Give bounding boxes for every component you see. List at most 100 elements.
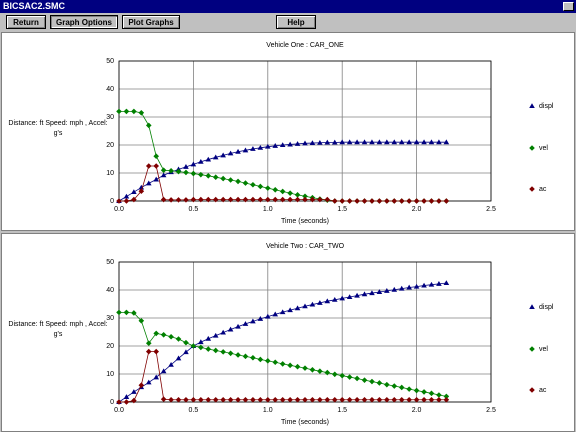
y-tick-label: 50 bbox=[106, 58, 114, 65]
data-point bbox=[279, 396, 286, 403]
data-point bbox=[212, 332, 219, 338]
x-tick-label: 0.0 bbox=[114, 206, 124, 213]
data-point bbox=[339, 295, 345, 301]
data-point bbox=[428, 198, 435, 204]
data-point bbox=[309, 196, 316, 203]
data-point bbox=[324, 139, 331, 145]
data-point bbox=[406, 386, 412, 392]
data-point bbox=[309, 301, 316, 307]
data-point bbox=[398, 139, 405, 145]
data-point bbox=[339, 396, 345, 403]
data-point bbox=[265, 358, 271, 364]
data-point bbox=[317, 139, 323, 145]
data-point bbox=[331, 139, 338, 145]
data-point bbox=[227, 150, 234, 156]
data-point bbox=[443, 393, 450, 400]
data-point bbox=[302, 140, 308, 146]
data-point bbox=[257, 196, 264, 203]
series bbox=[116, 163, 450, 204]
data-point bbox=[168, 197, 174, 203]
data-point bbox=[175, 168, 182, 175]
legend-label: ac bbox=[539, 186, 547, 193]
legend-marker bbox=[529, 145, 535, 151]
data-point bbox=[413, 283, 420, 289]
data-point bbox=[250, 318, 256, 324]
toolbar: Return Graph Options Plot Graphs Help bbox=[0, 13, 576, 31]
data-point bbox=[331, 396, 338, 403]
data-point bbox=[287, 190, 293, 196]
y-tick-label: 30 bbox=[106, 315, 114, 322]
close-button[interactable] bbox=[563, 2, 574, 11]
chart: Vehicle Two : CAR_TWO 0 10 20 30 40 50 0.0 0.5 1.… bbox=[106, 243, 554, 426]
y-tick-label: 20 bbox=[106, 142, 114, 149]
y-tick-label: 10 bbox=[106, 371, 114, 378]
data-point bbox=[354, 139, 360, 145]
data-point bbox=[116, 108, 122, 115]
return-button[interactable]: Return bbox=[6, 15, 46, 29]
data-point bbox=[153, 374, 159, 380]
y-axis-label: Distance: ft Speed: mph , Accel: g's bbox=[8, 321, 108, 338]
data-point bbox=[339, 372, 345, 379]
data-point bbox=[331, 198, 338, 204]
x-tick-label: 2.0 bbox=[412, 407, 422, 414]
data-point bbox=[198, 171, 204, 178]
data-point bbox=[123, 193, 130, 199]
data-point bbox=[302, 196, 308, 203]
data-point bbox=[131, 196, 137, 203]
x-tick-label: 2.5 bbox=[486, 206, 496, 213]
data-point bbox=[123, 108, 130, 115]
x-tick-label: 1.5 bbox=[337, 206, 347, 213]
legend-marker bbox=[529, 346, 535, 352]
data-point bbox=[265, 313, 271, 319]
data-point bbox=[227, 177, 234, 183]
data-point bbox=[220, 329, 226, 335]
data-point bbox=[175, 336, 182, 342]
data-point bbox=[212, 154, 219, 160]
data-point bbox=[324, 196, 331, 203]
data-point bbox=[183, 349, 189, 355]
data-point bbox=[302, 365, 308, 371]
data-point bbox=[272, 311, 279, 317]
data-point bbox=[131, 108, 137, 115]
data-point bbox=[220, 396, 226, 403]
data-point bbox=[168, 361, 174, 367]
data-point bbox=[398, 384, 405, 391]
data-point bbox=[227, 396, 234, 403]
y-tick-label: 0 bbox=[110, 198, 114, 205]
data-point bbox=[160, 368, 167, 374]
data-point bbox=[153, 163, 159, 169]
data-point bbox=[131, 389, 137, 394]
data-point bbox=[376, 198, 383, 204]
help-button[interactable]: Help bbox=[276, 15, 316, 29]
data-point bbox=[294, 196, 301, 203]
y-tick-label: 40 bbox=[106, 86, 114, 93]
data-point bbox=[138, 382, 145, 388]
data-point bbox=[145, 180, 152, 186]
plot-graphs-button[interactable]: Plot Graphs bbox=[122, 15, 180, 29]
data-point bbox=[346, 374, 353, 380]
data-point bbox=[317, 368, 323, 374]
data-point bbox=[406, 139, 412, 145]
data-point bbox=[279, 188, 286, 195]
data-point bbox=[160, 167, 167, 173]
data-point bbox=[227, 196, 234, 203]
data-point bbox=[250, 396, 256, 403]
data-point bbox=[436, 392, 442, 398]
data-point bbox=[123, 399, 130, 405]
legend-label: vel bbox=[539, 145, 548, 152]
data-point bbox=[346, 198, 353, 204]
x-tick-label: 1.5 bbox=[337, 407, 347, 414]
graph-options-button[interactable]: Graph Options bbox=[50, 15, 118, 29]
data-point bbox=[369, 290, 375, 296]
data-point bbox=[331, 371, 338, 378]
data-point bbox=[205, 173, 212, 179]
data-point bbox=[123, 198, 130, 204]
data-point bbox=[421, 389, 427, 395]
data-point bbox=[428, 390, 435, 397]
chart-title: Vehicle Two : CAR_TWO bbox=[266, 243, 345, 250]
data-point bbox=[153, 176, 159, 182]
data-point bbox=[428, 396, 435, 403]
data-point bbox=[145, 122, 152, 129]
data-point bbox=[257, 396, 264, 403]
